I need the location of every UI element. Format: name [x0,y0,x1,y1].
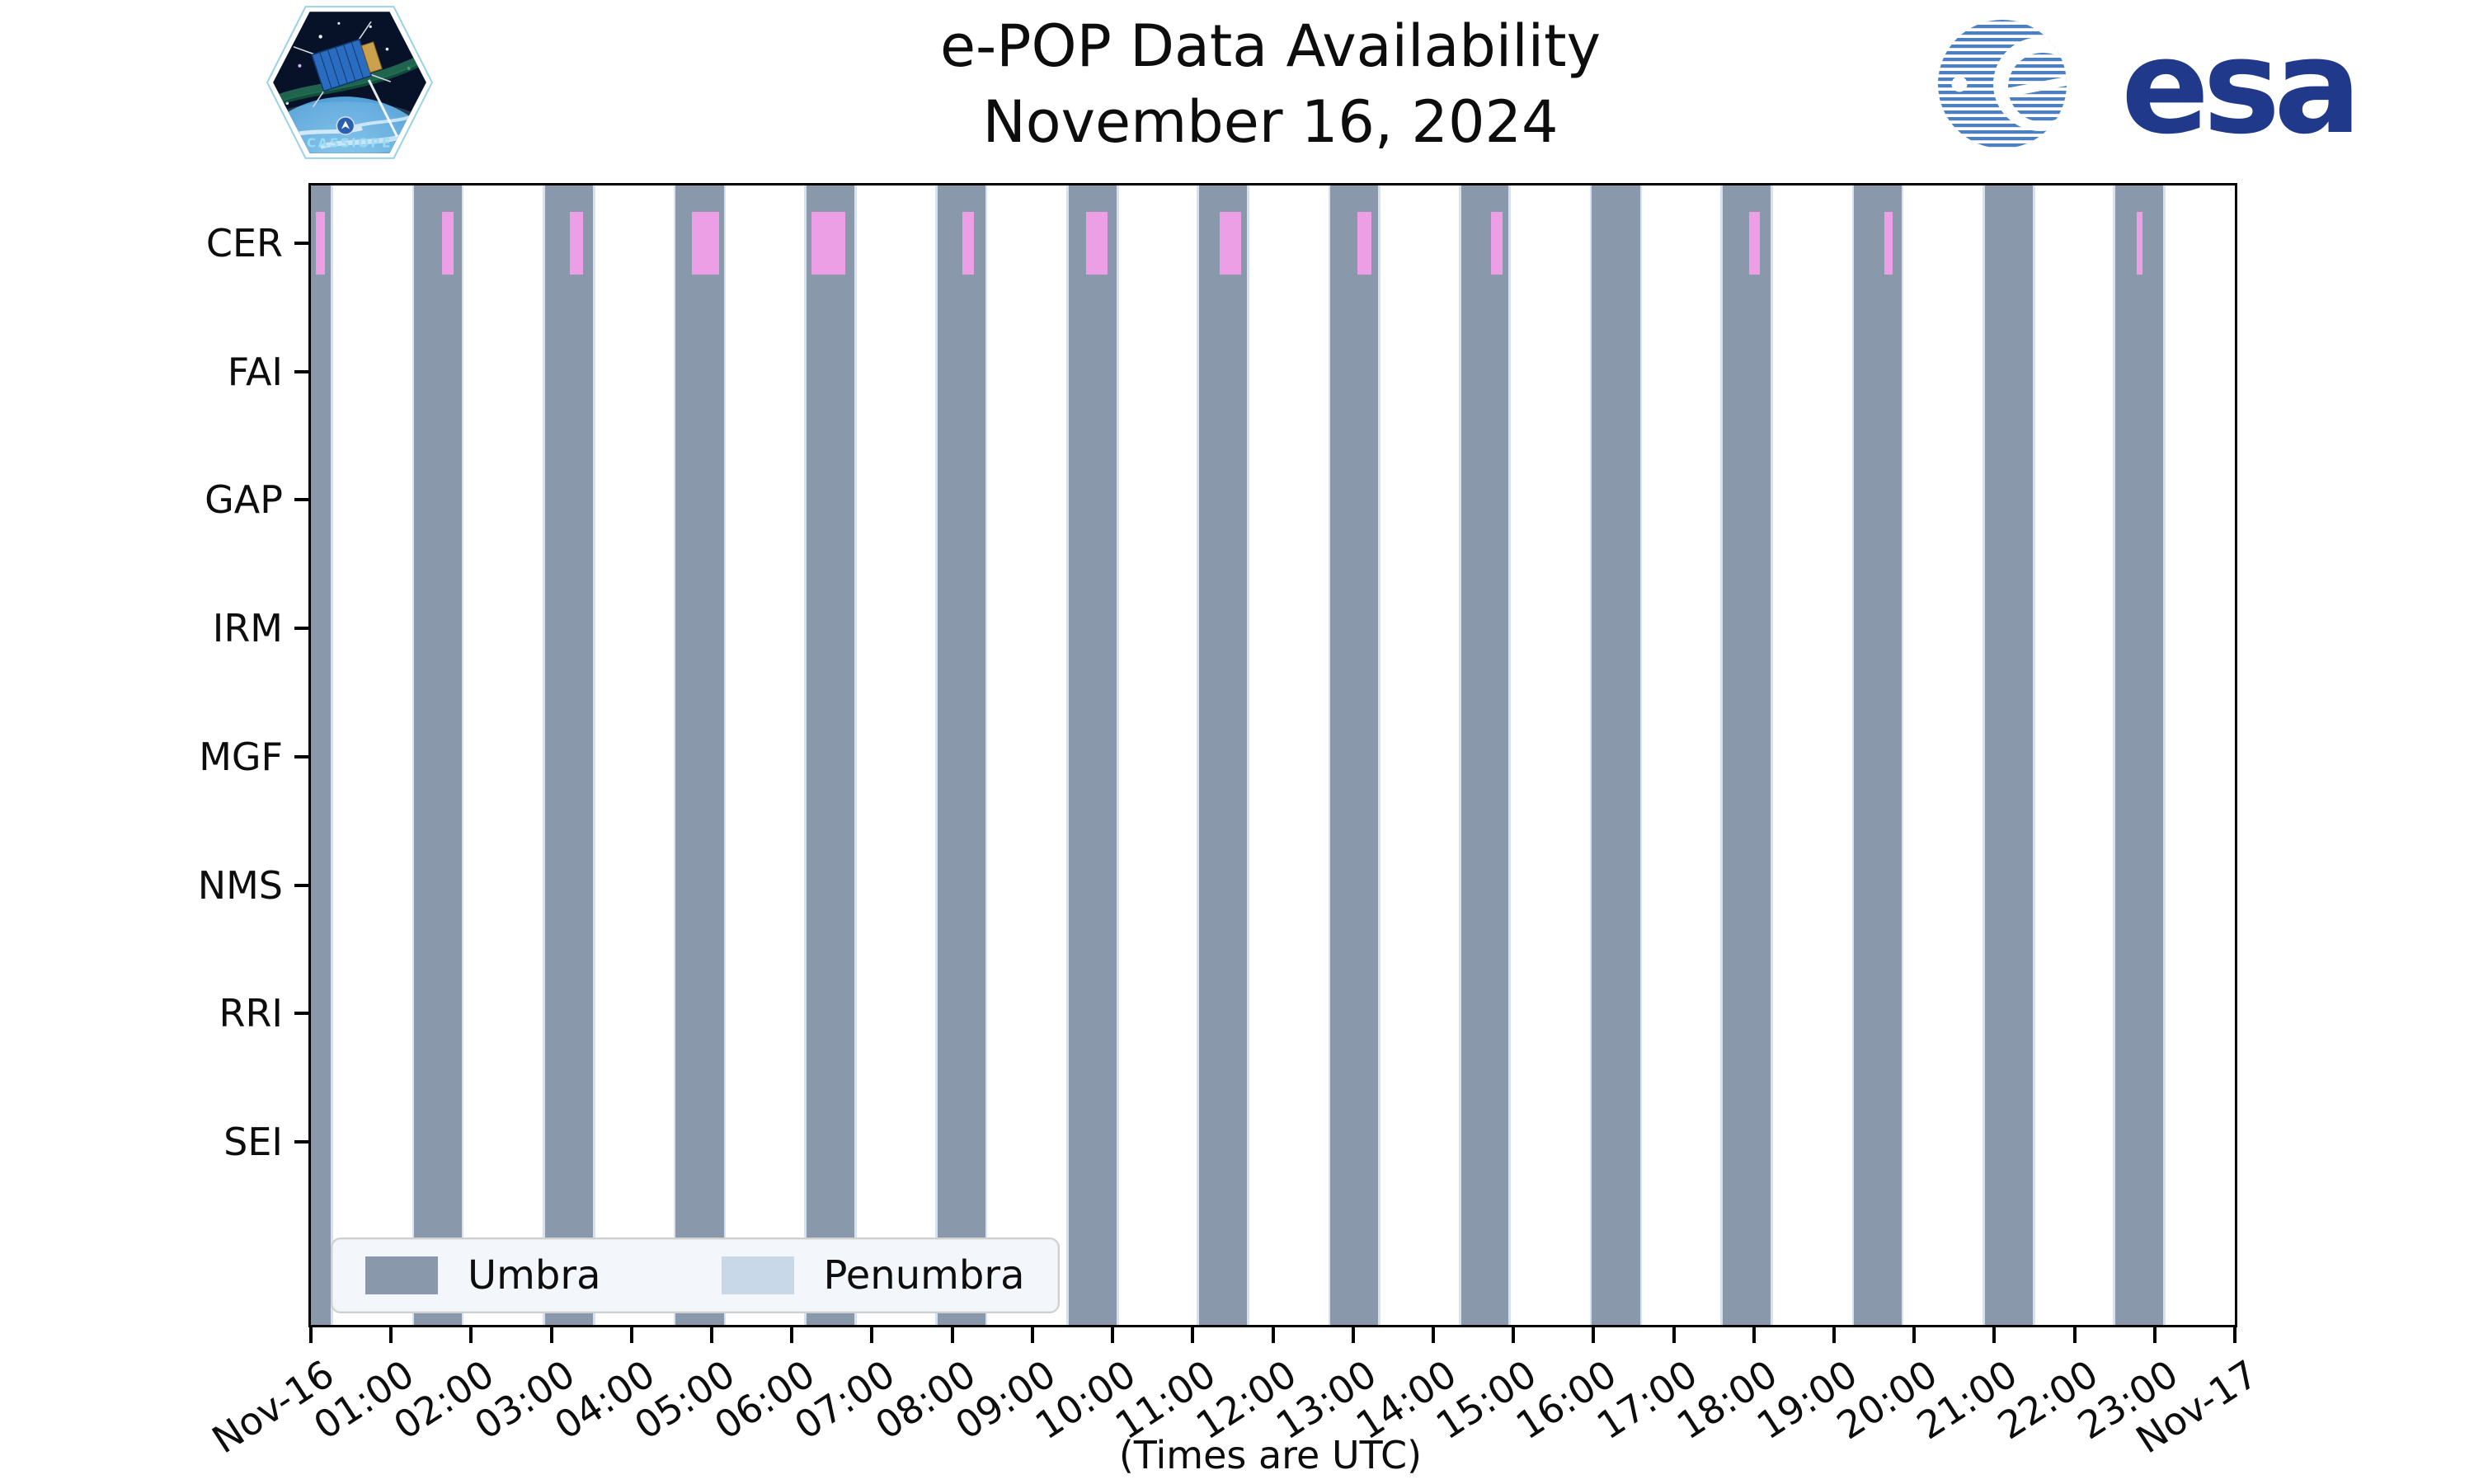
x-axis-tick [2233,1327,2236,1343]
plot-clip [311,186,2235,1325]
cer-availability-bar [2137,212,2143,275]
legend-swatch-penumbra [721,1256,794,1294]
x-axis-tick [1992,1327,1997,1343]
umbra-bar [1722,186,1771,1325]
umbra-bar [1068,186,1117,1325]
x-axis-tick [870,1327,874,1343]
cer-availability-bar [315,212,325,275]
cer-availability-bar [1086,212,1108,275]
x-axis-tick [1592,1327,1596,1343]
x-axis-tick [1912,1327,1917,1343]
x-axis-tick [629,1327,633,1343]
y-axis-tick [294,883,308,887]
y-axis-label-fai: FAI [227,349,283,394]
esa-swirl-emblem [1938,20,2067,148]
umbra-bar [1984,186,2034,1325]
x-axis-tick [1832,1327,1836,1343]
x-axis-tick [469,1327,473,1343]
umbra-bar [675,186,724,1325]
x-axis-note: (Times are UTC) [1118,1433,1423,1477]
umbra-bar [311,186,332,1325]
umbra-bar [2115,186,2164,1325]
patch-beam [367,79,398,138]
x-axis-tick [309,1327,313,1343]
x-axis-tick [710,1327,714,1343]
legend-swatch-umbra [365,1256,438,1294]
y-axis-label-mgf: MGF [199,734,283,779]
umbra-bar [414,186,462,1325]
cer-availability-bar [442,212,454,275]
cer-availability-bar [962,212,974,275]
y-axis-tick [294,498,308,502]
cer-availability-bar [811,212,846,275]
x-axis-tick [1271,1327,1275,1343]
umbra-bar [544,186,594,1325]
cer-availability-bar [1357,212,1372,275]
y-axis-label-sei: SEI [223,1119,283,1164]
patch-cassiope-label: CASSIOPE [307,136,393,151]
patch-satellite [293,21,391,108]
umbra-bar [1854,186,1902,1325]
legend-label-penumbra: Penumbra [823,1252,1025,1298]
umbra-bar [806,186,855,1325]
y-axis-tick [294,1012,308,1016]
x-axis-tick [389,1327,393,1343]
chart-title: e-POP Data Availability [939,12,1602,80]
legend-label-umbra: Umbra [468,1252,601,1298]
esa-logo: esa [1930,12,2441,163]
y-axis-label-irm: IRM [212,606,283,651]
x-axis-tick [2152,1327,2157,1343]
y-axis-tick [294,627,308,631]
x-axis-tick [1191,1327,1195,1343]
esa-wordmark: esa [2121,12,2355,157]
chart-title-block: e-POP Data Availability November 16, 202… [308,8,2232,161]
y-axis-tick [294,754,308,758]
x-axis-tick [1512,1327,1516,1343]
umbra-bar [1199,186,1248,1325]
x-axis-tick [1111,1327,1115,1343]
cassiope-mission-patch-logo: CASSIOPE [262,3,437,165]
y-axis-tick [294,242,308,245]
y-axis-label-cer: CER [205,221,283,265]
x-axis-tick [1752,1327,1756,1343]
y-axis-label-nms: NMS [197,862,283,908]
cer-availability-bar [691,212,719,275]
y-axis-label-rri: RRI [219,991,284,1036]
x-axis-tick [2072,1327,2077,1343]
x-axis-tick [950,1327,954,1343]
x-axis-tick [1351,1327,1355,1343]
cassiope-patch-graphic: CASSIOPE [266,6,434,159]
x-axis-tick [1431,1327,1435,1343]
chart-subtitle-date: November 16, 2024 [982,88,1559,157]
umbra-bar [1592,186,1640,1325]
cer-availability-bar [1220,212,1241,275]
cer-availability-bar [569,212,583,275]
umbra-bar [1460,186,1509,1325]
cer-availability-bar [1748,212,1760,275]
y-axis-label-gap: GAP [205,477,283,523]
x-axis-tick [790,1327,794,1343]
plot-area: CER FAI GAP IRM MGF NMS RRI SEI Nov-16 01:00 02:00… [198,183,2265,1462]
x-axis-tick [549,1327,553,1343]
esa-logo-graphic: esa [1938,12,2362,163]
y-axis-tick [294,369,308,373]
x-axis-tick [1672,1327,1676,1343]
legend: Umbra Penumbra [331,1237,1060,1313]
cer-availability-bar [1884,212,1893,275]
umbra-bar [1330,186,1378,1325]
y-axis-tick [294,1139,308,1144]
x-axis-tick [1030,1327,1034,1343]
umbra-bar [938,186,985,1325]
cer-availability-bar [1490,212,1503,275]
